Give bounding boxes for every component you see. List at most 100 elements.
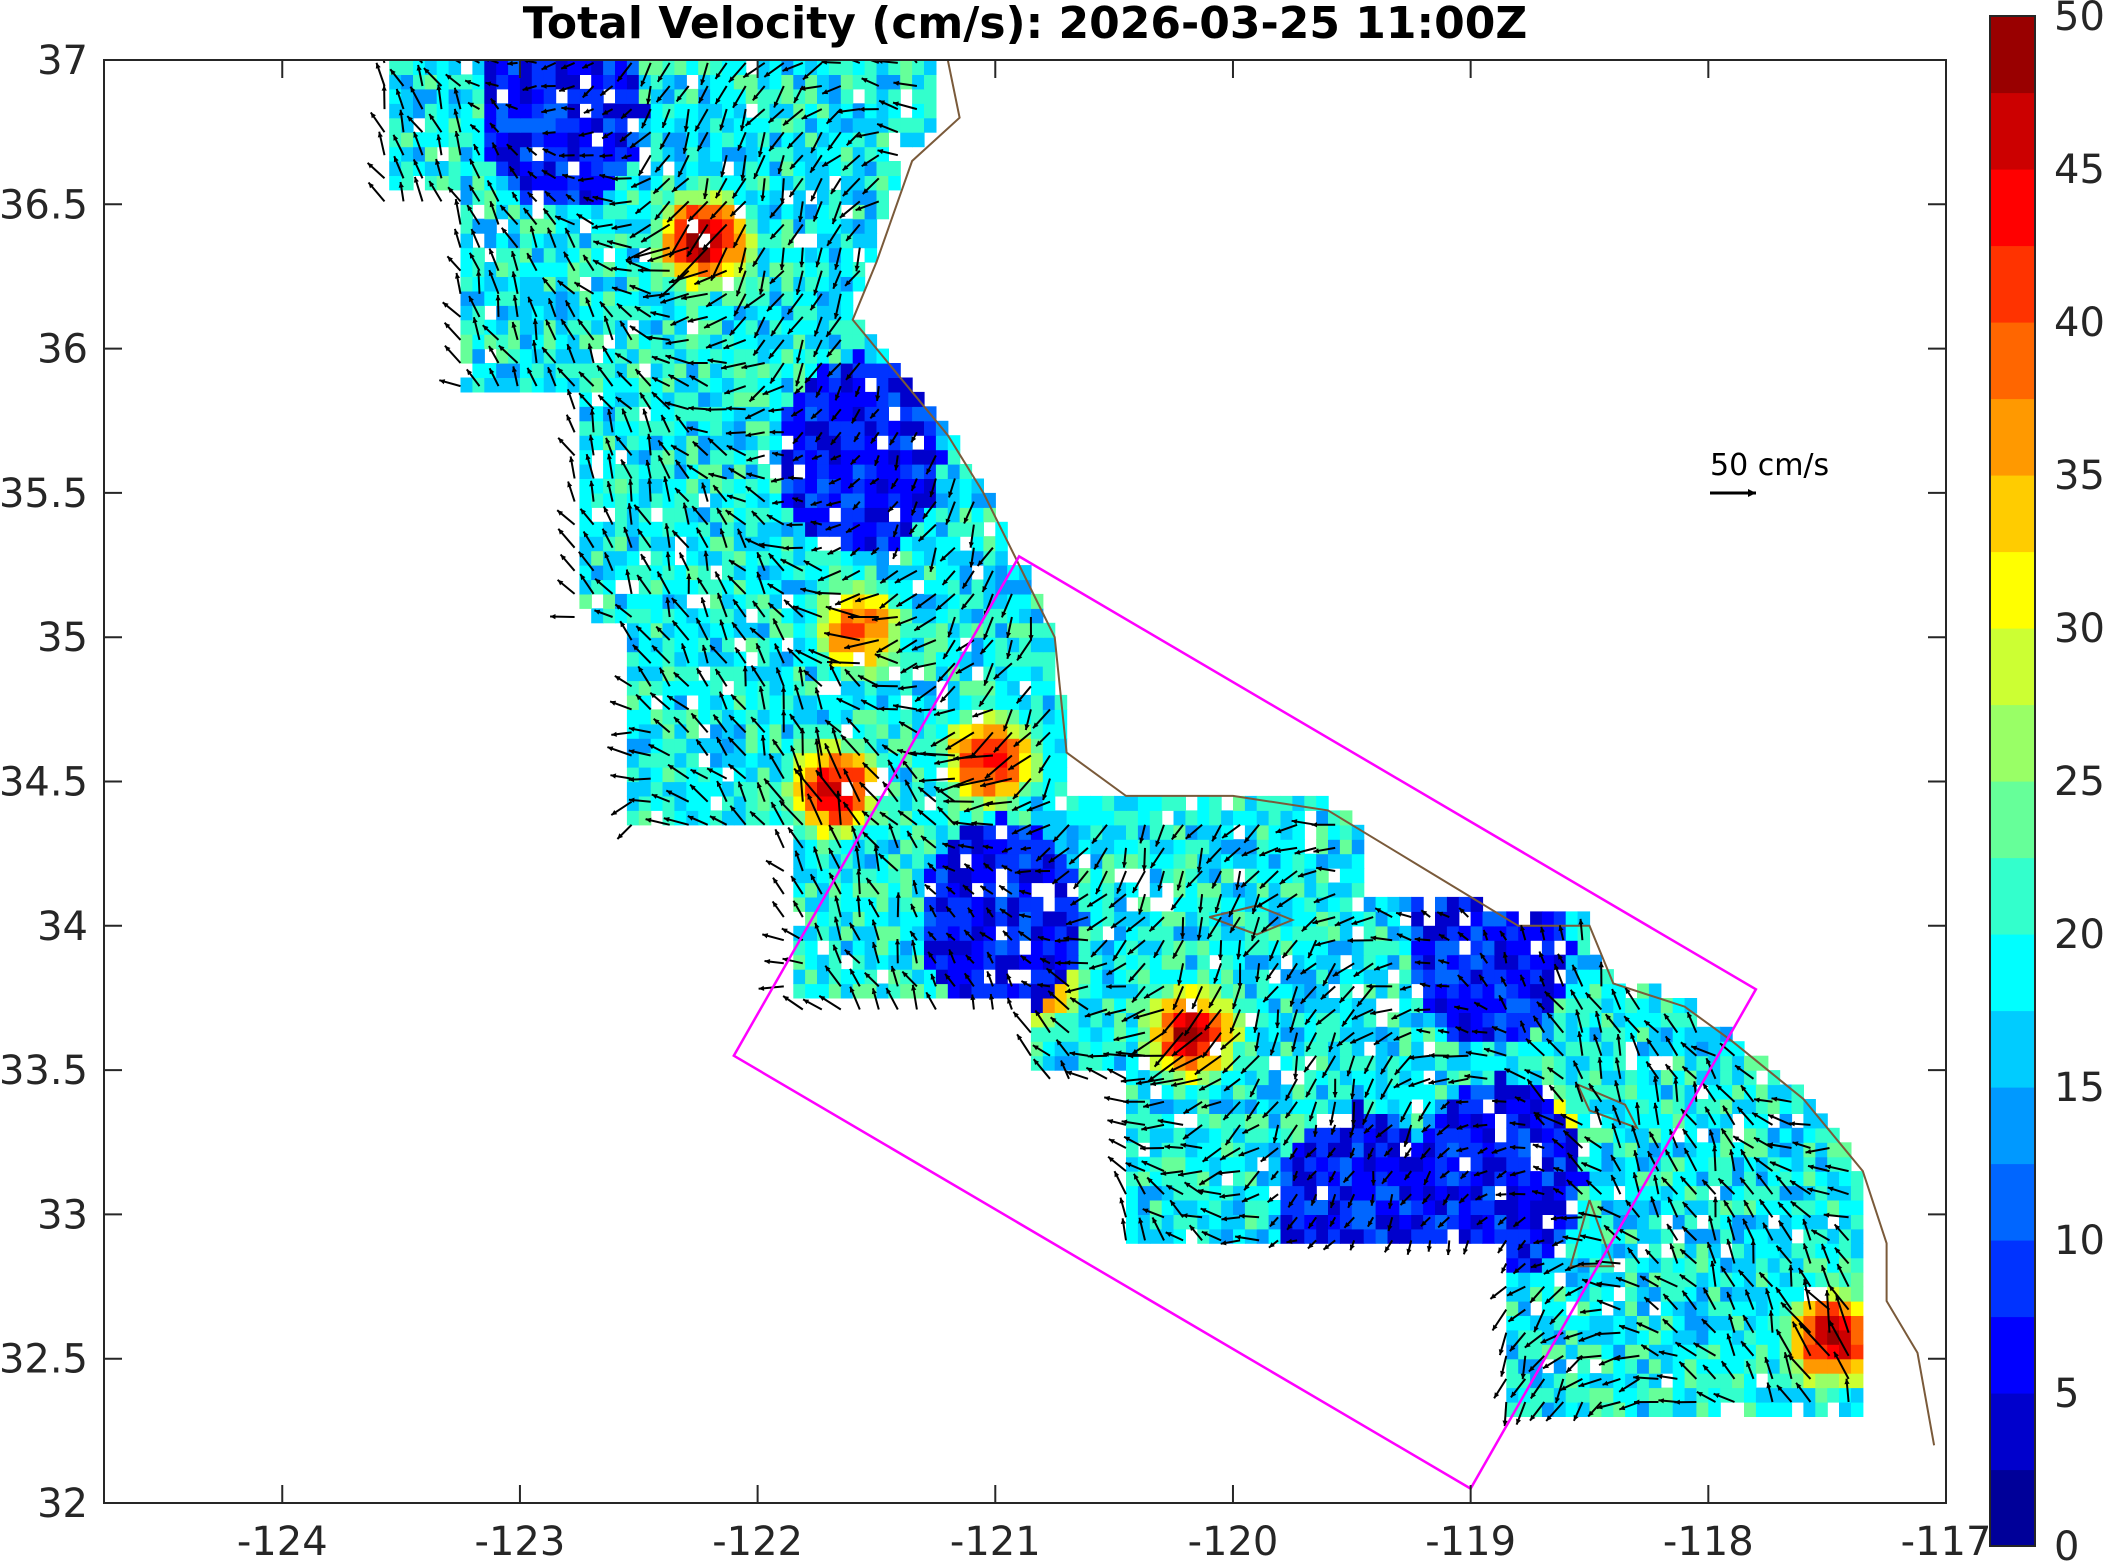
velocity-cell [1648, 983, 1662, 999]
velocity-cell [1363, 954, 1377, 970]
velocity-cell [1256, 1113, 1270, 1129]
velocity-cell [888, 925, 901, 941]
velocity-cell [947, 868, 961, 884]
velocity-cell [1197, 940, 1210, 956]
velocity-cell [971, 896, 984, 912]
velocity-cell [1530, 1127, 1543, 1143]
velocity-cell [1791, 1286, 1804, 1302]
velocity-cell [1185, 969, 1198, 985]
velocity-cell [1161, 1012, 1175, 1028]
velocity-cell [840, 536, 854, 552]
velocity-cell [1339, 998, 1353, 1013]
velocity-cell [1244, 1228, 1258, 1244]
velocity-cell [1613, 1344, 1626, 1360]
velocity-cell [1518, 1272, 1531, 1288]
velocity-cell [674, 565, 687, 581]
velocity-cell [1850, 1171, 1864, 1187]
velocity-cell [1185, 925, 1198, 941]
velocity-cell [1506, 1358, 1519, 1374]
velocity-cell [924, 103, 937, 119]
velocity-cell [1316, 1228, 1329, 1244]
velocity-cell [805, 175, 818, 191]
velocity-cell [698, 550, 711, 566]
velocity-cell [769, 247, 782, 263]
velocity-cell [662, 319, 675, 335]
velocity-cell [1316, 1099, 1329, 1114]
velocity-cell [864, 536, 878, 552]
velocity-cell [1078, 983, 1091, 999]
velocity-cell [745, 132, 759, 148]
velocity-cell [757, 680, 771, 696]
velocity-cell [900, 622, 913, 638]
velocity-cell [864, 565, 878, 581]
velocity-cell [900, 666, 913, 682]
velocity-cell [1435, 1026, 1448, 1042]
velocity-cell [1328, 940, 1341, 956]
velocity-cell [1839, 1373, 1852, 1389]
velocity-cell [900, 839, 913, 855]
velocity-cell [935, 868, 949, 884]
velocity-cell [912, 88, 925, 104]
velocity-cell [817, 478, 830, 494]
velocity-cell [1102, 1026, 1115, 1042]
velocity-cell [460, 334, 473, 350]
velocity-cell [1090, 795, 1103, 811]
velocity-cell [1708, 1171, 1721, 1187]
velocity-cell [1221, 1200, 1234, 1215]
velocity-cell [805, 824, 818, 840]
velocity-cell [1506, 1272, 1519, 1288]
velocity-cell [1399, 1084, 1412, 1100]
velocity-cell [864, 795, 878, 811]
velocity-cell [1660, 1329, 1674, 1345]
velocity-cell [1506, 1402, 1519, 1417]
velocity-cell [888, 161, 901, 176]
velocity-cell [1375, 1185, 1389, 1201]
velocity-cell [1173, 824, 1186, 840]
velocity-cell [1803, 1200, 1816, 1215]
velocity-cell [1161, 1084, 1175, 1100]
velocity-cell [745, 218, 759, 234]
velocity-cell [1708, 1041, 1721, 1057]
velocity-cell [1672, 1084, 1686, 1100]
velocity-cell [1328, 1055, 1341, 1071]
velocity-cell [852, 276, 866, 292]
velocity-cell [1732, 1156, 1745, 1172]
velocity-cell [1648, 1084, 1662, 1100]
velocity-cell [1423, 1185, 1436, 1201]
velocity-cell [1137, 1026, 1151, 1042]
velocity-cell [1209, 1012, 1222, 1028]
velocity-cell [888, 911, 901, 927]
velocity-cell [1351, 868, 1365, 884]
velocity-cell [543, 117, 557, 133]
velocity-cell [1161, 969, 1175, 985]
velocity-cell [1637, 998, 1650, 1013]
velocity-cell [698, 694, 711, 710]
velocity-cell [805, 464, 818, 479]
velocity-cell [971, 940, 984, 956]
velocity-cell [1256, 911, 1270, 927]
velocity-cell [888, 839, 901, 855]
velocity-cell [971, 579, 984, 595]
velocity-cell [1506, 1344, 1519, 1360]
velocity-cell [1221, 1012, 1234, 1028]
velocity-cell [650, 406, 664, 422]
velocity-cell [1779, 1099, 1793, 1114]
velocity-cell [1387, 1084, 1400, 1100]
velocity-cell [722, 781, 735, 797]
velocity-cell [460, 218, 473, 234]
velocity-cell [1221, 1070, 1234, 1086]
velocity-cell [1684, 1387, 1698, 1403]
velocity-cell [1637, 1127, 1650, 1143]
velocity-cell [1720, 1344, 1733, 1360]
velocity-cell [995, 694, 1008, 710]
velocity-cell [1221, 969, 1234, 985]
velocity-cell [1755, 1272, 1769, 1288]
velocity-cell [971, 824, 984, 840]
velocity-cell [1351, 954, 1365, 970]
velocity-cell [1827, 1257, 1840, 1273]
velocity-cell [864, 637, 878, 653]
velocity-cell [805, 117, 818, 133]
velocity-cell [1244, 969, 1258, 985]
velocity-cell [1007, 853, 1020, 869]
velocity-cell [1256, 1099, 1270, 1114]
